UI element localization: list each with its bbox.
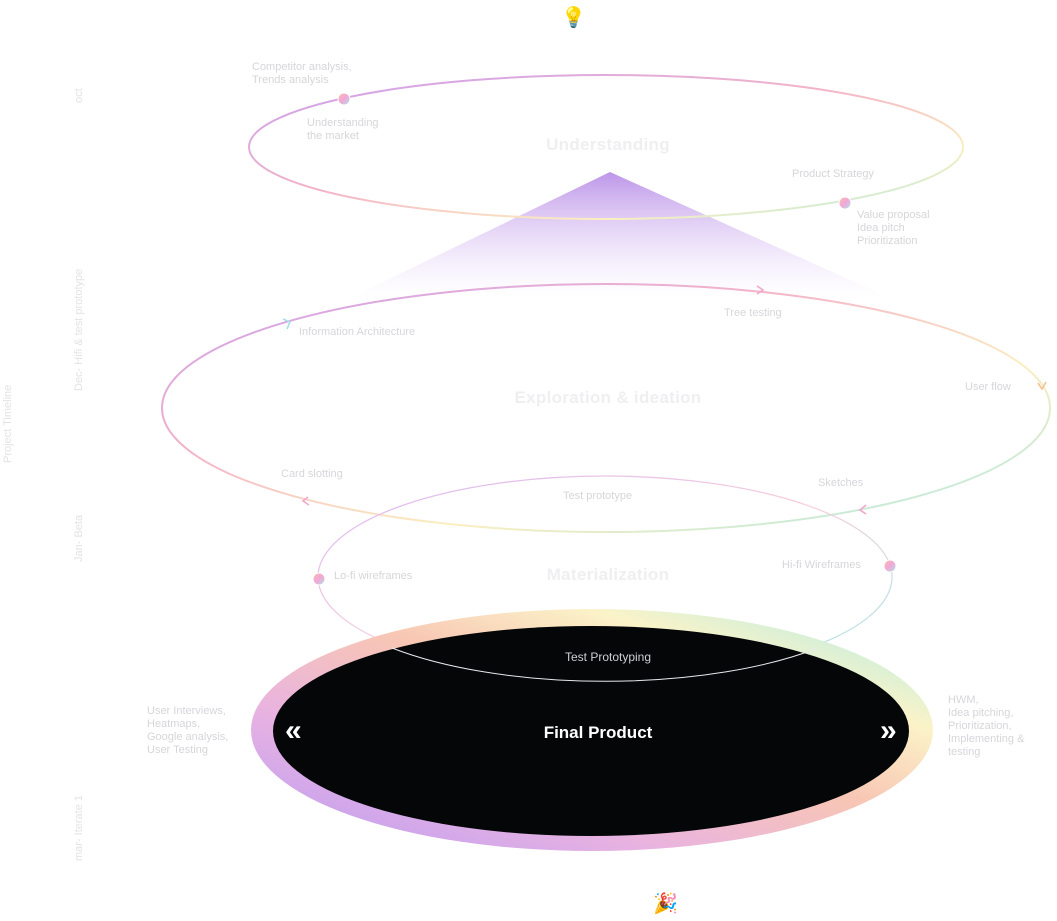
note-hifi-wireframes: Hi-fi Wireframes [782,559,861,571]
timeline-jan: Jan- Beta [73,514,85,562]
orbit-arrow-icon [1037,381,1047,391]
stage-understanding-title: Understanding [546,135,670,154]
note-card-slotting: Card slotting [281,468,343,480]
note-competitor-analysis: Competitor analysis, Trends analysis [252,61,352,86]
note-lofi-wireframes: Lo-fi wireframes [334,570,413,582]
light-cone [350,172,890,298]
timeline-oct: oct [73,88,85,103]
final-product-core [273,626,909,836]
note-test-prototyping: Test Prototyping [564,650,652,664]
understanding-orbit [248,74,964,220]
timeline-title: Project Timeline [2,384,14,463]
orbit-arrow-icon [858,504,867,515]
timeline-dec: Dec- Hifi & test prototype [73,268,85,391]
note-product-strategy: Product Strategy [792,168,874,180]
orbit-arrow-icon [301,496,310,506]
note-value-proposal: Value proposal Idea pitch Prioritization [857,209,930,247]
stage-exploration-title: Exploration & ideation [514,388,702,407]
party-popper-icon: 🎉 [653,893,678,915]
orbit-arrow-icon [756,285,765,295]
stage-materialization-title: Materialization [546,565,670,584]
final-product-title: Final Product [543,723,653,742]
timeline-mar: mar- Iterate 1 [73,794,85,861]
milestone-dot [337,92,351,106]
note-understanding-market: Understanding the market [307,117,379,142]
exploration-orbit [161,283,1051,533]
note-sketches: Sketches [818,477,864,489]
note-tree-testing: Tree testing [724,307,782,319]
previous-chevron-icon[interactable]: « [285,714,302,747]
note-final-left: User Interviews, Heatmaps, Google analys… [147,705,229,756]
milestone-dot [838,196,852,210]
orbit-arrow-icon [282,318,292,330]
note-user-flow: User flow [965,381,1011,393]
milestone-dot [883,559,897,573]
lightbulb-icon: 💡 [561,7,586,29]
note-test-prototype: Test prototype [563,490,633,502]
note-information-architecture: Information Architecture [299,326,416,338]
materialization-orbit-front [391,647,819,682]
note-final-right: HWM, Idea pitching, Prioritization, Impl… [948,694,1025,758]
milestone-dot [312,572,326,586]
next-chevron-icon[interactable]: » [880,714,897,747]
